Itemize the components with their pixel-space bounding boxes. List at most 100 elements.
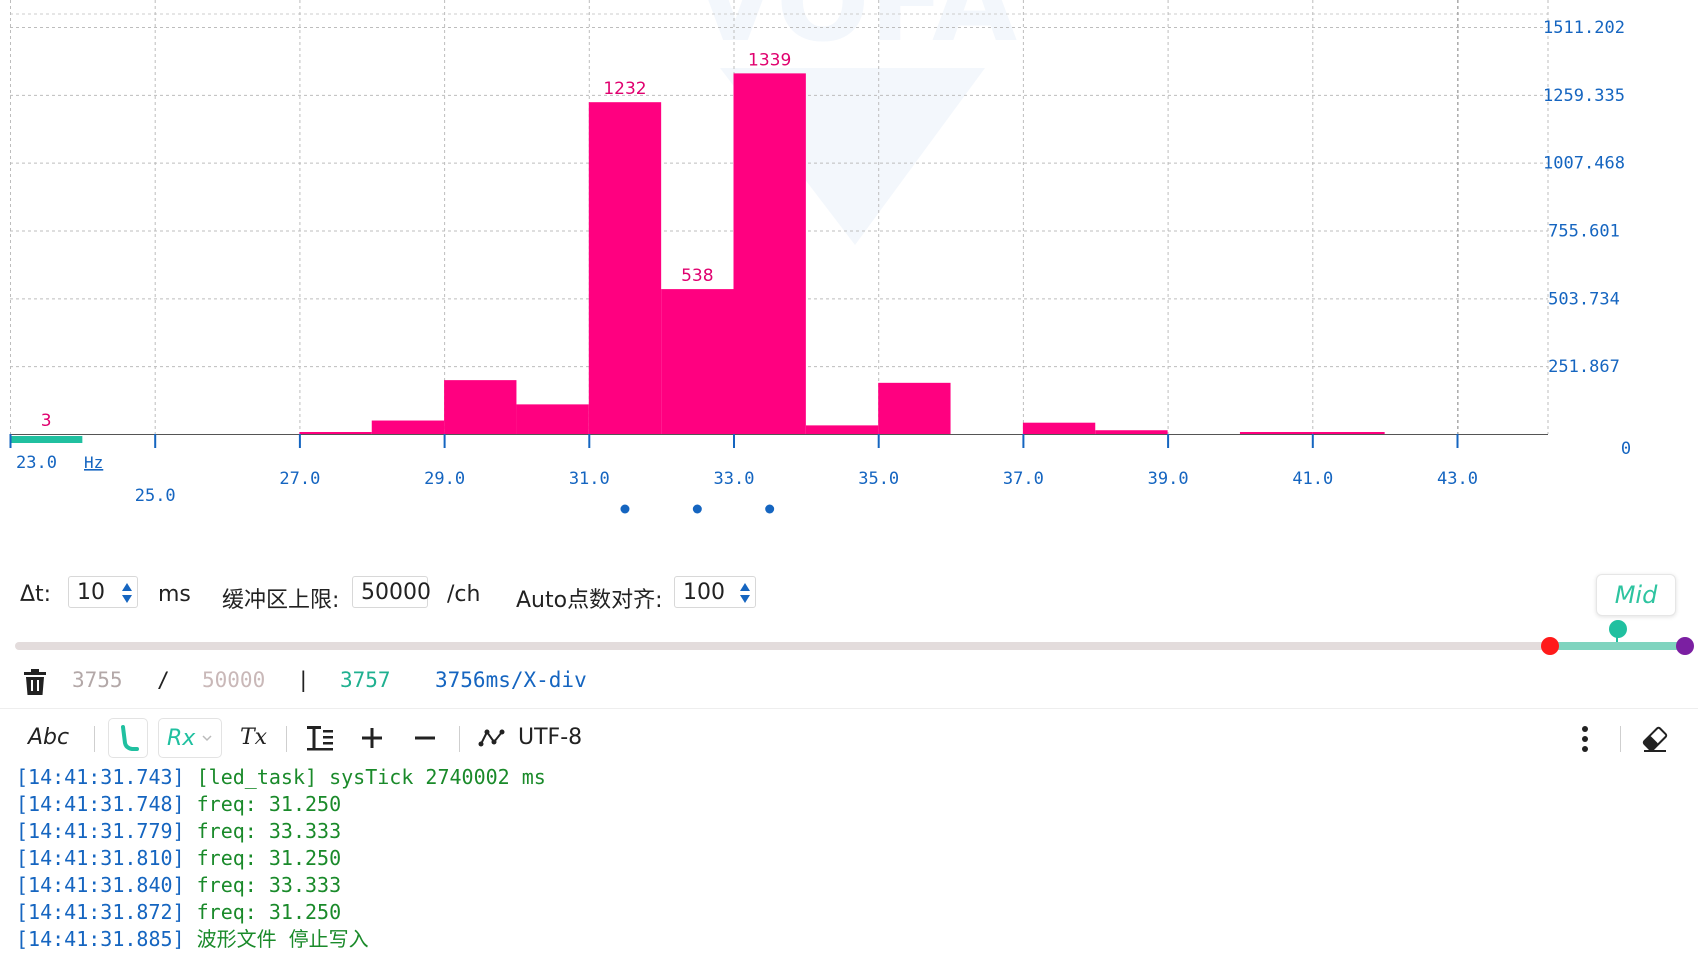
slider-mid-handle[interactable]	[1607, 618, 1629, 640]
count-slash: /	[157, 668, 170, 692]
log-timestamp: [14:41:31.872]	[16, 900, 185, 924]
histogram-bar	[1095, 430, 1168, 434]
chart-axis: 23.0 25.0 27.0 29.0 31.0 33.0 35.0 37.0 39.0 41.0…	[9, 18, 1631, 514]
count-total: 3757	[340, 668, 391, 692]
x-tick-label: 43.0	[1437, 469, 1478, 489]
auto-align-spinbox[interactable]: 100	[674, 576, 756, 608]
spin-arrows-icon[interactable]	[121, 579, 133, 607]
y-tick-label: 0	[1621, 439, 1631, 459]
histogram-bar	[878, 382, 951, 434]
log-timestamp: [14:41:31.885]	[16, 927, 185, 951]
more-vertical-icon[interactable]	[1578, 724, 1592, 754]
log-line: [14:41:31.885] 波形文件 停止写入	[16, 926, 1676, 953]
x-tick-label: 41.0	[1292, 469, 1333, 489]
histogram-bar	[733, 73, 806, 434]
log-line: [14:41:31.748] freq: 31.250	[16, 791, 1676, 818]
histogram-chart[interactable]: VOFA 3 1232 538 1339 23.0 25.0 27.0 29.0 31.0 33…	[0, 0, 1698, 560]
x-marker-dot	[692, 504, 702, 514]
log-timestamp: [14:41:31.810]	[16, 846, 185, 870]
x-tick-label: 29.0	[424, 469, 465, 489]
log-message: freq: 33.333	[184, 873, 342, 897]
count-current: 3755	[72, 668, 123, 692]
histogram-bar	[588, 102, 662, 434]
log-message: [led_task] sysTick 2740002 ms	[184, 765, 546, 789]
toolbar-divider	[286, 726, 287, 752]
y-tick-label: 755.601	[1548, 222, 1620, 242]
range-slider[interactable]	[0, 620, 1698, 660]
y-tick-label: 1511.202	[1543, 18, 1625, 38]
trash-icon[interactable]	[22, 668, 48, 696]
buffer-label: 缓冲区上限:	[222, 588, 340, 613]
spin-arrows-icon[interactable]	[739, 579, 751, 607]
y-tick-label: 1007.468	[1543, 154, 1625, 174]
timestamp-toggle-button[interactable]	[108, 718, 148, 758]
x-tick-label: 39.0	[1148, 469, 1189, 489]
toolbar-divider	[459, 726, 460, 752]
histogram-bar	[1239, 432, 1313, 434]
encoding-select[interactable]: UTF-8	[518, 725, 583, 750]
waveform-icon[interactable]	[478, 726, 506, 750]
histogram-bar	[516, 404, 589, 434]
count-pipe: |	[297, 668, 310, 692]
log-message: freq: 31.250	[184, 900, 342, 924]
slider-svg[interactable]	[0, 630, 1698, 660]
x-marker-dot	[620, 504, 630, 514]
x-tick-label: 37.0	[1003, 469, 1044, 489]
rx-select[interactable]: Rx	[158, 718, 222, 758]
dt-spinbox[interactable]: 10	[68, 576, 138, 608]
histogram-bar	[805, 425, 879, 434]
log-line: [14:41:31.743] [led_task] sysTick 274000…	[16, 764, 1676, 791]
x-tick-label: 23.0	[16, 453, 57, 473]
log-message: freq: 31.250	[184, 792, 342, 816]
plus-icon[interactable]	[360, 726, 384, 750]
x-unit-label: Hz	[84, 453, 103, 472]
auto-align-value: 100	[683, 580, 725, 605]
x-tick-label: 25.0	[135, 486, 176, 506]
toolbar-divider	[94, 726, 95, 752]
minus-icon[interactable]	[413, 726, 437, 750]
info-row: 3755 / 50000 | 3757 3756ms/X-div	[0, 660, 1698, 709]
x-tick-label: 33.0	[714, 469, 755, 489]
abc-button[interactable]: Abc	[28, 725, 70, 750]
log-output[interactable]: [14:41:31.743] [led_task] sysTick 274000…	[16, 764, 1676, 953]
dt-value: 10	[77, 580, 105, 605]
mid-button[interactable]: Mid	[1596, 574, 1676, 616]
buffer-unit: /ch	[447, 582, 481, 607]
slider-track[interactable]	[15, 642, 1550, 650]
count-max: 50000	[202, 668, 266, 692]
rx-label: Rx	[167, 726, 196, 751]
y-tick-label: 251.867	[1548, 357, 1620, 377]
text-format-icon[interactable]	[306, 724, 334, 752]
timestamp-hook-icon	[121, 725, 139, 751]
buffer-input[interactable]: 50000	[352, 576, 431, 608]
log-timestamp: [14:41:31.840]	[16, 873, 185, 897]
bar-value-label: 1339	[748, 50, 791, 70]
bar-value-label: 3	[41, 411, 52, 431]
log-message: 波形文件 停止写入	[184, 927, 369, 951]
histogram-bar	[299, 432, 372, 434]
chart-svg[interactable]: VOFA 3 1232 538 1339 23.0 25.0 27.0 29.0 31.0 33…	[0, 0, 1698, 560]
histogram-bar	[1312, 432, 1385, 434]
eraser-icon[interactable]	[1640, 724, 1670, 754]
histogram-bar	[444, 380, 517, 434]
log-line: [14:41:31.872] freq: 31.250	[16, 899, 1676, 926]
x-tick-label: 35.0	[858, 469, 899, 489]
x-tick-label: 27.0	[279, 469, 320, 489]
log-message: freq: 33.333	[184, 819, 342, 843]
histogram-bar	[10, 436, 83, 443]
slider-end-handle[interactable]	[1676, 637, 1694, 655]
histogram-bar	[371, 420, 445, 434]
toolbar-divider	[1620, 726, 1621, 752]
log-line: [14:41:31.779] freq: 33.333	[16, 818, 1676, 845]
chevron-down-icon	[202, 735, 212, 742]
log-timestamp: [14:41:31.743]	[16, 765, 185, 789]
dt-unit: ms	[158, 582, 191, 607]
log-message: freq: 31.250	[184, 846, 342, 870]
y-tick-label: 503.734	[1548, 289, 1620, 309]
slider-start-handle[interactable]	[1541, 637, 1559, 655]
tx-button[interactable]: Tx	[240, 725, 268, 750]
log-line: [14:41:31.810] freq: 31.250	[16, 845, 1676, 872]
log-timestamp: [14:41:31.779]	[16, 819, 185, 843]
watermark-text: VOFA	[693, 0, 1017, 66]
histogram-bar	[661, 289, 734, 434]
